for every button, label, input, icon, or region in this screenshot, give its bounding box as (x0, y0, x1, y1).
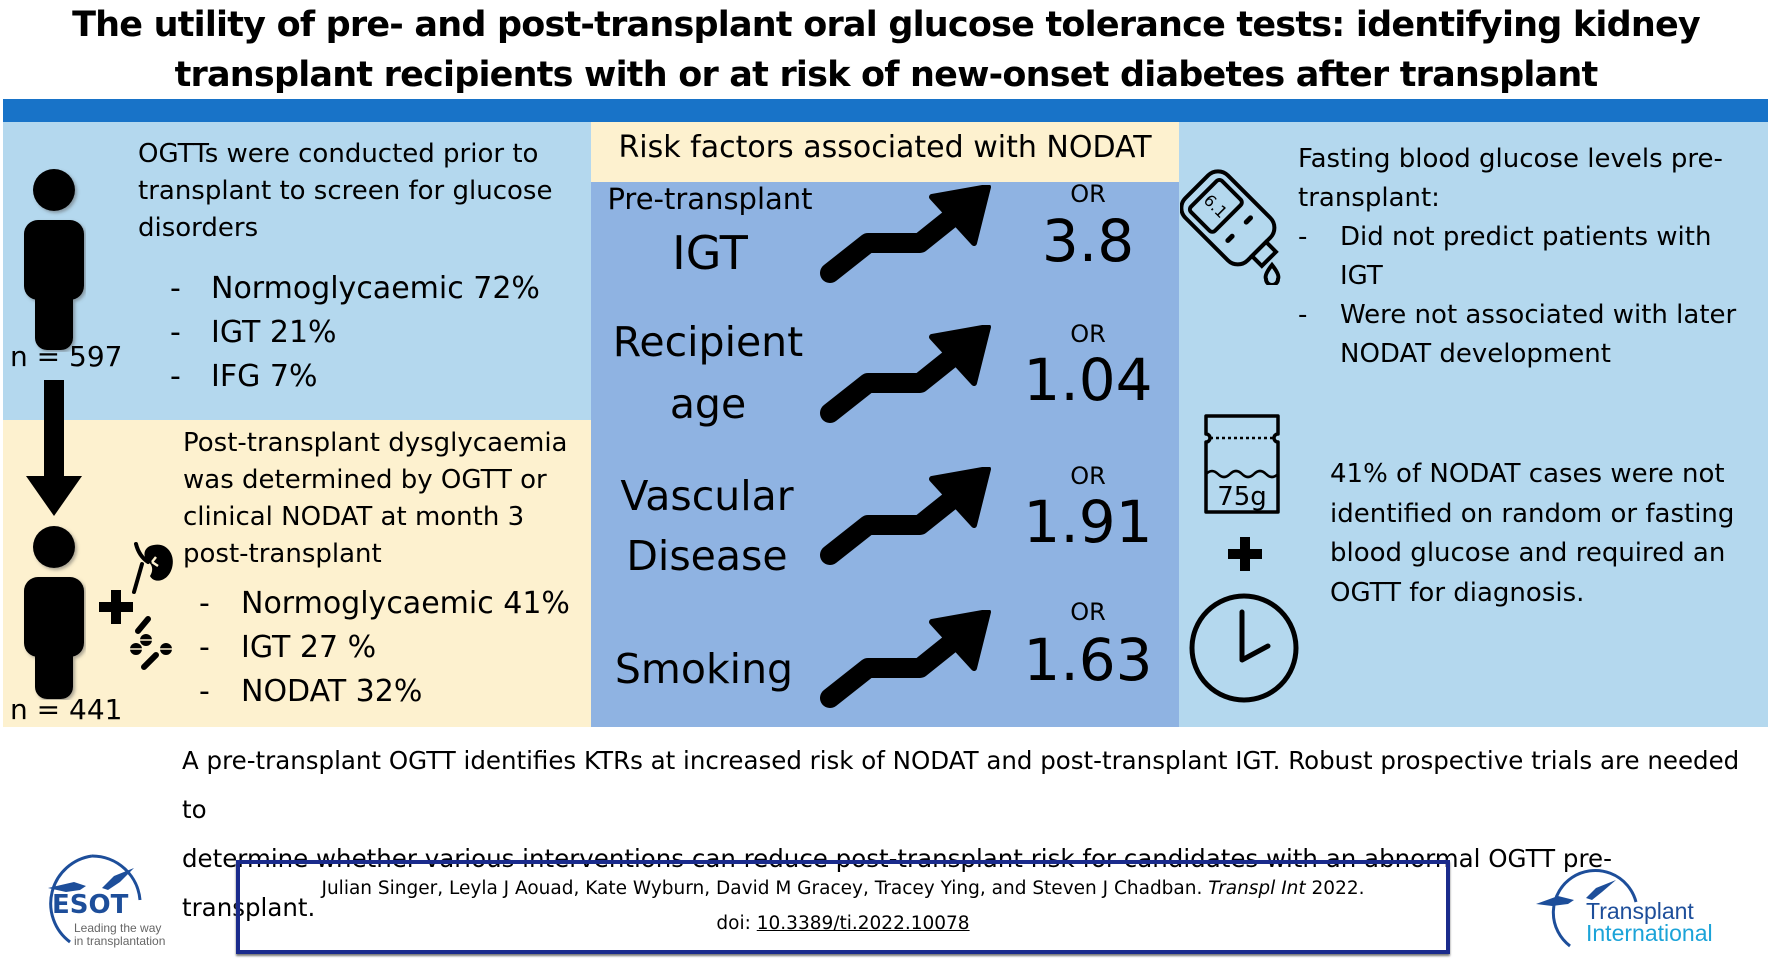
or-value-vascular-disease: 1.91 (1023, 488, 1153, 556)
or-value-recipient-age: 1.04 (1023, 346, 1153, 414)
post-transplant-panel (3, 420, 591, 727)
ti-wordmark-line2: International (1586, 920, 1713, 946)
trend-up-icon (820, 610, 991, 708)
packet-label: 75g (1217, 482, 1267, 512)
list-item: - IFG 7% (170, 359, 318, 394)
list-item: - Normoglycaemic 41% (199, 586, 570, 621)
esot-tagline: Leading the way in transplantation (74, 921, 166, 948)
header-bar (3, 99, 1768, 122)
citation-authors-line: Julian Singer, Leyla J Aouad, Kate Wybur… (321, 878, 1365, 899)
clock-icon (1189, 593, 1299, 703)
fasting-heading: Fasting blood glucose levels pre- transp… (1298, 144, 1723, 213)
plus-icon (1228, 537, 1262, 571)
risk-factors-panel (591, 182, 1179, 727)
summary-text: A pre-transplant OGTT identifies KTRs at… (182, 746, 1740, 922)
doi-link[interactable]: 10.3389/ti.2022.10078 (756, 913, 970, 934)
fasting-bullets: - Did not predict patients with IGT - Wer… (1298, 218, 1736, 374)
risk-label-vascular: Vascular (620, 472, 794, 520)
title-line-1: The utility of pre- and post-transplant … (72, 5, 1701, 45)
list-item: - Normoglycaemic 72% (170, 271, 540, 306)
or-label: OR (1070, 320, 1106, 348)
esot-wordmark: ESOT (52, 890, 129, 920)
pre-transplant-panel (3, 122, 591, 420)
post-n-label: n = 441 (10, 693, 123, 726)
hands-icon (1536, 869, 1638, 948)
post-results-list: - Normoglycaemic 41% - IGT 27 % - NODAT 32% (199, 582, 570, 714)
or-value-pre-transplant-igt: 3.8 (1041, 207, 1135, 275)
trend-up-icon (820, 467, 991, 565)
glucose-packet-icon: 75g (1204, 414, 1280, 514)
or-label: OR (1070, 180, 1106, 208)
trend-up-icon (820, 325, 991, 423)
or-value-smoking: 1.63 (1023, 626, 1153, 694)
citation-box: Julian Singer, Leyla J Aouad, Kate Wybur… (236, 860, 1450, 954)
kidney-icon (132, 542, 173, 594)
pre-description: OGTTs were conducted prior to transplant… (138, 139, 553, 243)
risk-factors-heading: Risk factors associated with NODAT (618, 130, 1152, 165)
glucometer-icon: 6.1 (1180, 169, 1281, 285)
list-item: - IGT 27 % (199, 630, 377, 665)
list-item: - Were not associated with later NODAT de… (1298, 300, 1737, 369)
ogtt-finding-text: 41% of NODAT cases were not identified o… (1330, 459, 1735, 608)
list-item: - Did not predict patients with IGT (1298, 222, 1712, 291)
person-icon (24, 526, 84, 699)
risk-label-disease: Disease (626, 532, 788, 580)
or-label: OR (1070, 598, 1106, 626)
esot-logo: ESOT Leading the way in transplantation (30, 850, 190, 955)
title-line-2: transplant recipients with or at risk of… (174, 55, 1599, 95)
risk-factors-heading-bar (591, 122, 1179, 182)
post-description: Post-transplant dysglycaemia was determi… (183, 428, 568, 569)
ti-wordmark-line1: Transplant (1586, 898, 1694, 924)
page-title: The utility of pre- and post-transplant … (0, 0, 1772, 100)
pills-icon (130, 616, 172, 670)
risk-label-age: age (669, 380, 747, 428)
or-label: OR (1070, 462, 1106, 490)
list-item: - IGT 21% (170, 315, 337, 350)
risk-label-pre-transplant: Pre-transplant (607, 182, 813, 216)
risk-label-igt: IGT (672, 226, 748, 280)
list-item: - NODAT 32% (199, 674, 423, 709)
arrow-down-icon (26, 380, 82, 516)
journal-name: Transpl Int (1208, 878, 1306, 899)
risk-label-smoking: Smoking (614, 645, 794, 693)
pre-n-label: n = 597 (10, 340, 123, 373)
hands-icon (48, 854, 142, 944)
plus-icon (99, 590, 133, 624)
trend-up-icon (820, 185, 991, 283)
person-icon (24, 169, 84, 350)
transplant-international-logo: Transplant International (1530, 860, 1770, 955)
pre-results-list: - Normoglycaemic 72% - IGT 21% - IFG 7% (170, 267, 540, 399)
citation-doi-line: doi: 10.3389/ti.2022.10078 (716, 913, 970, 934)
risk-label-recipient: Recipient (612, 318, 804, 366)
